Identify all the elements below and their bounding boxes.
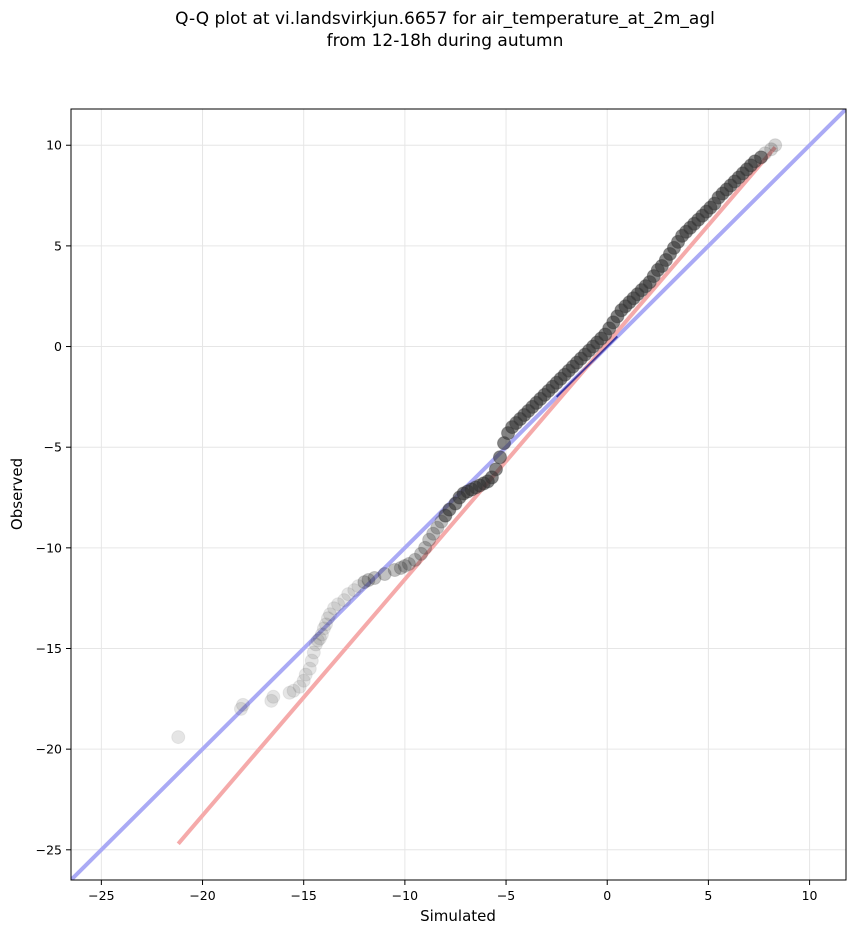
- data-point: [492, 450, 507, 465]
- highlight-segment: [555, 335, 619, 398]
- data-point: [418, 540, 433, 555]
- data-point: [426, 526, 441, 541]
- x-tick-label: −25: [88, 888, 114, 903]
- data-point: [488, 462, 503, 477]
- x-axis-label: Simulated: [420, 907, 496, 925]
- fit-line: [176, 145, 777, 846]
- data-point: [327, 601, 342, 616]
- data-point: [264, 693, 279, 708]
- x-tick-label: 10: [802, 888, 818, 903]
- y-tick-label: −10: [36, 540, 62, 555]
- data-point: [351, 579, 366, 594]
- data-point: [286, 683, 301, 698]
- data-point: [393, 560, 408, 575]
- data-point: [296, 673, 311, 688]
- data-point: [304, 653, 319, 668]
- data-point: [337, 593, 352, 608]
- data-point: [308, 637, 323, 652]
- data-point: [764, 142, 779, 157]
- data-point: [302, 661, 317, 676]
- axis-ticks: −25 −20 −15 −10 −5 0 5 10 −25 −20 −15 −10 −5 0 5 10: [36, 138, 818, 903]
- data-point: [282, 685, 297, 700]
- data-point: [266, 689, 281, 704]
- data-point: [310, 633, 325, 648]
- chart-subtitle: from 12-18h during autumn: [326, 31, 564, 51]
- data-point: [323, 607, 338, 622]
- data-point: [292, 679, 307, 694]
- data-point: [318, 617, 333, 632]
- quantile-points: [171, 138, 783, 745]
- data-point: [758, 146, 773, 161]
- data-point: [357, 575, 372, 590]
- data-point: [320, 611, 335, 626]
- data-point: [407, 552, 422, 567]
- data-point: [401, 556, 416, 571]
- y-tick-label: −15: [36, 641, 62, 656]
- x-tick-label: 0: [603, 888, 611, 903]
- y-tick-label: 5: [54, 238, 62, 253]
- data-point: [768, 138, 783, 153]
- x-tick-label: −20: [189, 888, 215, 903]
- y-tick-label: −5: [44, 440, 62, 455]
- y-tick-label: 0: [54, 339, 62, 354]
- y-tick-label: 10: [46, 138, 62, 153]
- data-point: [331, 597, 346, 612]
- x-tick-label: 5: [704, 888, 712, 903]
- data-point: [387, 562, 402, 577]
- data-point: [430, 520, 445, 535]
- chart-title: Q-Q plot at vi.landsvirkjun.6657 for air…: [175, 9, 715, 29]
- data-point: [312, 631, 327, 646]
- data-point: [316, 621, 331, 636]
- y-axis-label: Observed: [8, 458, 26, 530]
- data-point: [422, 532, 437, 547]
- data-point: [298, 667, 313, 682]
- data-point: [414, 546, 429, 561]
- data-point: [171, 730, 186, 745]
- data-point: [377, 567, 392, 582]
- data-point: [314, 627, 329, 642]
- chart-title-block: Q-Q plot at vi.landsvirkjun.6657 for air…: [0, 8, 854, 52]
- data-point: [306, 645, 321, 660]
- data-point: [347, 583, 362, 598]
- y-tick-label: −20: [36, 742, 62, 757]
- data-point: [235, 697, 250, 712]
- plot-frame: [70, 108, 847, 881]
- data-point: [233, 701, 248, 716]
- data-point: [397, 558, 412, 573]
- data-point: [367, 571, 382, 586]
- x-tick-label: −15: [291, 888, 317, 903]
- data-point: [754, 150, 769, 165]
- x-tick-label: −5: [497, 888, 515, 903]
- y-tick-label: −25: [36, 842, 62, 857]
- x-tick-label: −10: [392, 888, 418, 903]
- data-point: [341, 587, 356, 602]
- data-point: [361, 573, 376, 588]
